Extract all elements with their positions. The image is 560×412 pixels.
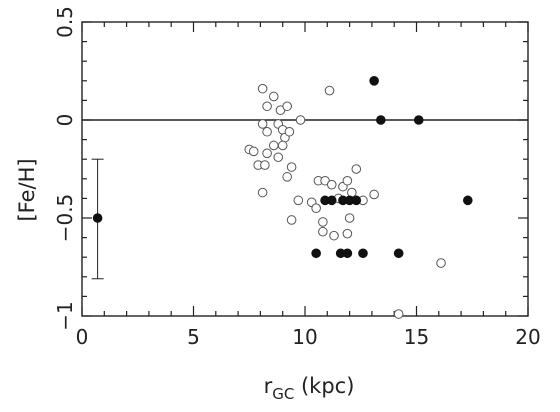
open-data-point	[282, 101, 292, 112]
x-axis-label: rGC (kpc)	[264, 374, 355, 403]
open-data-point	[286, 215, 297, 225]
open-data-point	[436, 258, 446, 268]
y-tick-label: 0	[53, 114, 77, 127]
open-data-point	[260, 160, 270, 170]
open-data-point	[344, 213, 355, 223]
open-data-point	[342, 228, 353, 239]
open-data-point	[262, 126, 272, 137]
x-tick-label: 5	[187, 325, 200, 349]
open-data-point	[257, 83, 268, 94]
open-data-point	[347, 187, 357, 198]
filled-data-point	[393, 248, 404, 259]
open-data-point	[329, 230, 339, 241]
filled-data-point	[462, 195, 473, 206]
plot-border	[81, 21, 529, 317]
open-data-point	[286, 162, 297, 172]
filled-data-point	[369, 76, 379, 86]
open-data-point	[262, 101, 272, 112]
open-data-point	[351, 164, 362, 174]
open-data-point	[257, 119, 268, 129]
open-data-point	[318, 226, 328, 237]
open-data-point	[273, 152, 284, 163]
x-tick-label: 20	[515, 325, 540, 349]
open-data-point	[393, 309, 404, 319]
open-data-point	[268, 140, 279, 151]
x-tick-label: 10	[292, 325, 317, 349]
x-axis-ticks	[81, 22, 529, 316]
y-tick-label: −0.5	[53, 194, 77, 243]
filled-data-point	[351, 195, 362, 206]
open-data-point	[324, 85, 335, 96]
open-data-point	[248, 146, 259, 157]
open-data-point	[318, 217, 328, 227]
filled-data-point	[376, 115, 386, 125]
x-tick-label: 0	[76, 325, 89, 349]
open-data-point	[326, 179, 337, 190]
y-axis-ticks	[82, 21, 528, 317]
open-data-point	[369, 189, 379, 200]
open-data-point	[295, 115, 306, 125]
x-tick-label: 15	[404, 325, 429, 349]
plot-frame	[81, 21, 529, 317]
filled-data-point	[326, 195, 337, 206]
filled-data-point	[92, 213, 103, 223]
open-data-point	[311, 203, 321, 213]
open-data-point	[293, 195, 304, 206]
open-data-point	[262, 148, 272, 159]
open-data-point	[282, 172, 292, 182]
x-axis-tick-labels: 0 5 10 15 20	[76, 325, 541, 349]
filled-data-point	[342, 248, 353, 259]
x-axis-label-unit: (kpc)	[294, 374, 354, 398]
y-axis-label: [Fe/H]	[15, 158, 39, 221]
filled-data-point	[413, 115, 424, 125]
x-axis-label-main: r	[264, 374, 273, 398]
data-points	[92, 76, 473, 319]
open-data-point	[342, 175, 353, 186]
filled-data-point	[311, 248, 321, 259]
y-tick-label: 0.5	[53, 6, 77, 38]
y-axis-tick-labels: −1 −0.5 0 0.5	[53, 6, 77, 331]
x-axis-label-subscript: GC	[272, 385, 294, 403]
filled-data-point	[358, 248, 368, 259]
y-tick-label: −1	[53, 301, 77, 330]
open-data-point	[257, 187, 268, 198]
open-data-point	[268, 91, 279, 102]
open-data-point	[277, 140, 288, 151]
open-data-point	[284, 126, 295, 137]
